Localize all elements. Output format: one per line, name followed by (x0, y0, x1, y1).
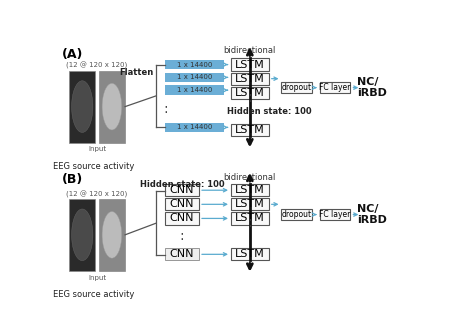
Text: dropout: dropout (282, 210, 312, 219)
FancyBboxPatch shape (281, 82, 312, 93)
Ellipse shape (102, 83, 122, 130)
Text: NC/
iRBD: NC/ iRBD (357, 204, 387, 225)
Text: :: : (247, 215, 253, 230)
Text: bidirectional: bidirectional (224, 172, 276, 181)
FancyBboxPatch shape (165, 212, 199, 224)
FancyBboxPatch shape (165, 85, 225, 95)
Text: 1 x 14400: 1 x 14400 (177, 62, 212, 68)
FancyBboxPatch shape (320, 209, 350, 220)
FancyBboxPatch shape (165, 60, 225, 70)
Text: (B): (B) (62, 173, 83, 186)
FancyBboxPatch shape (231, 248, 269, 260)
Text: CNN: CNN (170, 213, 194, 223)
FancyBboxPatch shape (99, 71, 125, 143)
Text: LSTM: LSTM (235, 60, 265, 70)
Text: LSTM: LSTM (235, 213, 265, 223)
FancyBboxPatch shape (231, 73, 269, 85)
Text: Input: Input (88, 275, 106, 281)
Text: Hidden state: 100: Hidden state: 100 (139, 180, 224, 189)
FancyBboxPatch shape (320, 82, 350, 93)
Ellipse shape (72, 209, 93, 261)
Text: Flatten: Flatten (120, 68, 154, 77)
Text: LSTM: LSTM (235, 185, 265, 195)
FancyBboxPatch shape (69, 199, 96, 271)
FancyBboxPatch shape (165, 184, 199, 196)
Text: LSTM: LSTM (235, 249, 265, 259)
FancyBboxPatch shape (165, 198, 199, 210)
Text: EEG source activity: EEG source activity (53, 290, 134, 299)
FancyBboxPatch shape (165, 73, 225, 82)
Text: :: : (164, 102, 168, 116)
Text: :: : (179, 229, 184, 243)
FancyBboxPatch shape (231, 212, 269, 224)
Text: EEG source activity: EEG source activity (53, 162, 134, 171)
Text: 1 x 14400: 1 x 14400 (177, 87, 212, 93)
FancyBboxPatch shape (231, 198, 269, 210)
Text: LSTM: LSTM (235, 88, 265, 98)
Text: LSTM: LSTM (235, 199, 265, 209)
Text: (12 @ 120 x 120): (12 @ 120 x 120) (67, 190, 128, 198)
Ellipse shape (72, 81, 93, 133)
Text: FC layer: FC layer (319, 83, 351, 92)
Text: 1 x 14400: 1 x 14400 (177, 74, 212, 80)
FancyBboxPatch shape (231, 58, 269, 71)
FancyBboxPatch shape (69, 71, 96, 143)
Text: bidirectional: bidirectional (224, 46, 276, 55)
Text: CNN: CNN (170, 199, 194, 209)
Text: Input: Input (88, 147, 106, 153)
Text: CNN: CNN (170, 185, 194, 195)
Text: LSTM: LSTM (235, 125, 265, 135)
FancyBboxPatch shape (99, 199, 125, 271)
FancyBboxPatch shape (231, 124, 269, 136)
Text: (A): (A) (62, 48, 83, 61)
Text: :: : (247, 90, 253, 105)
FancyBboxPatch shape (231, 87, 269, 99)
FancyBboxPatch shape (165, 123, 225, 132)
Text: dropout: dropout (282, 83, 312, 92)
Text: NC/
iRBD: NC/ iRBD (357, 77, 387, 99)
Text: LSTM: LSTM (235, 74, 265, 84)
Text: FC layer: FC layer (319, 210, 351, 219)
Text: 1 x 14400: 1 x 14400 (177, 125, 212, 131)
FancyBboxPatch shape (231, 184, 269, 196)
Text: (12 @ 120 x 120): (12 @ 120 x 120) (67, 62, 128, 70)
Text: CNN: CNN (170, 249, 194, 259)
Ellipse shape (102, 211, 122, 258)
FancyBboxPatch shape (165, 248, 199, 260)
Text: Hidden state: 100: Hidden state: 100 (227, 107, 312, 116)
FancyBboxPatch shape (281, 209, 312, 220)
